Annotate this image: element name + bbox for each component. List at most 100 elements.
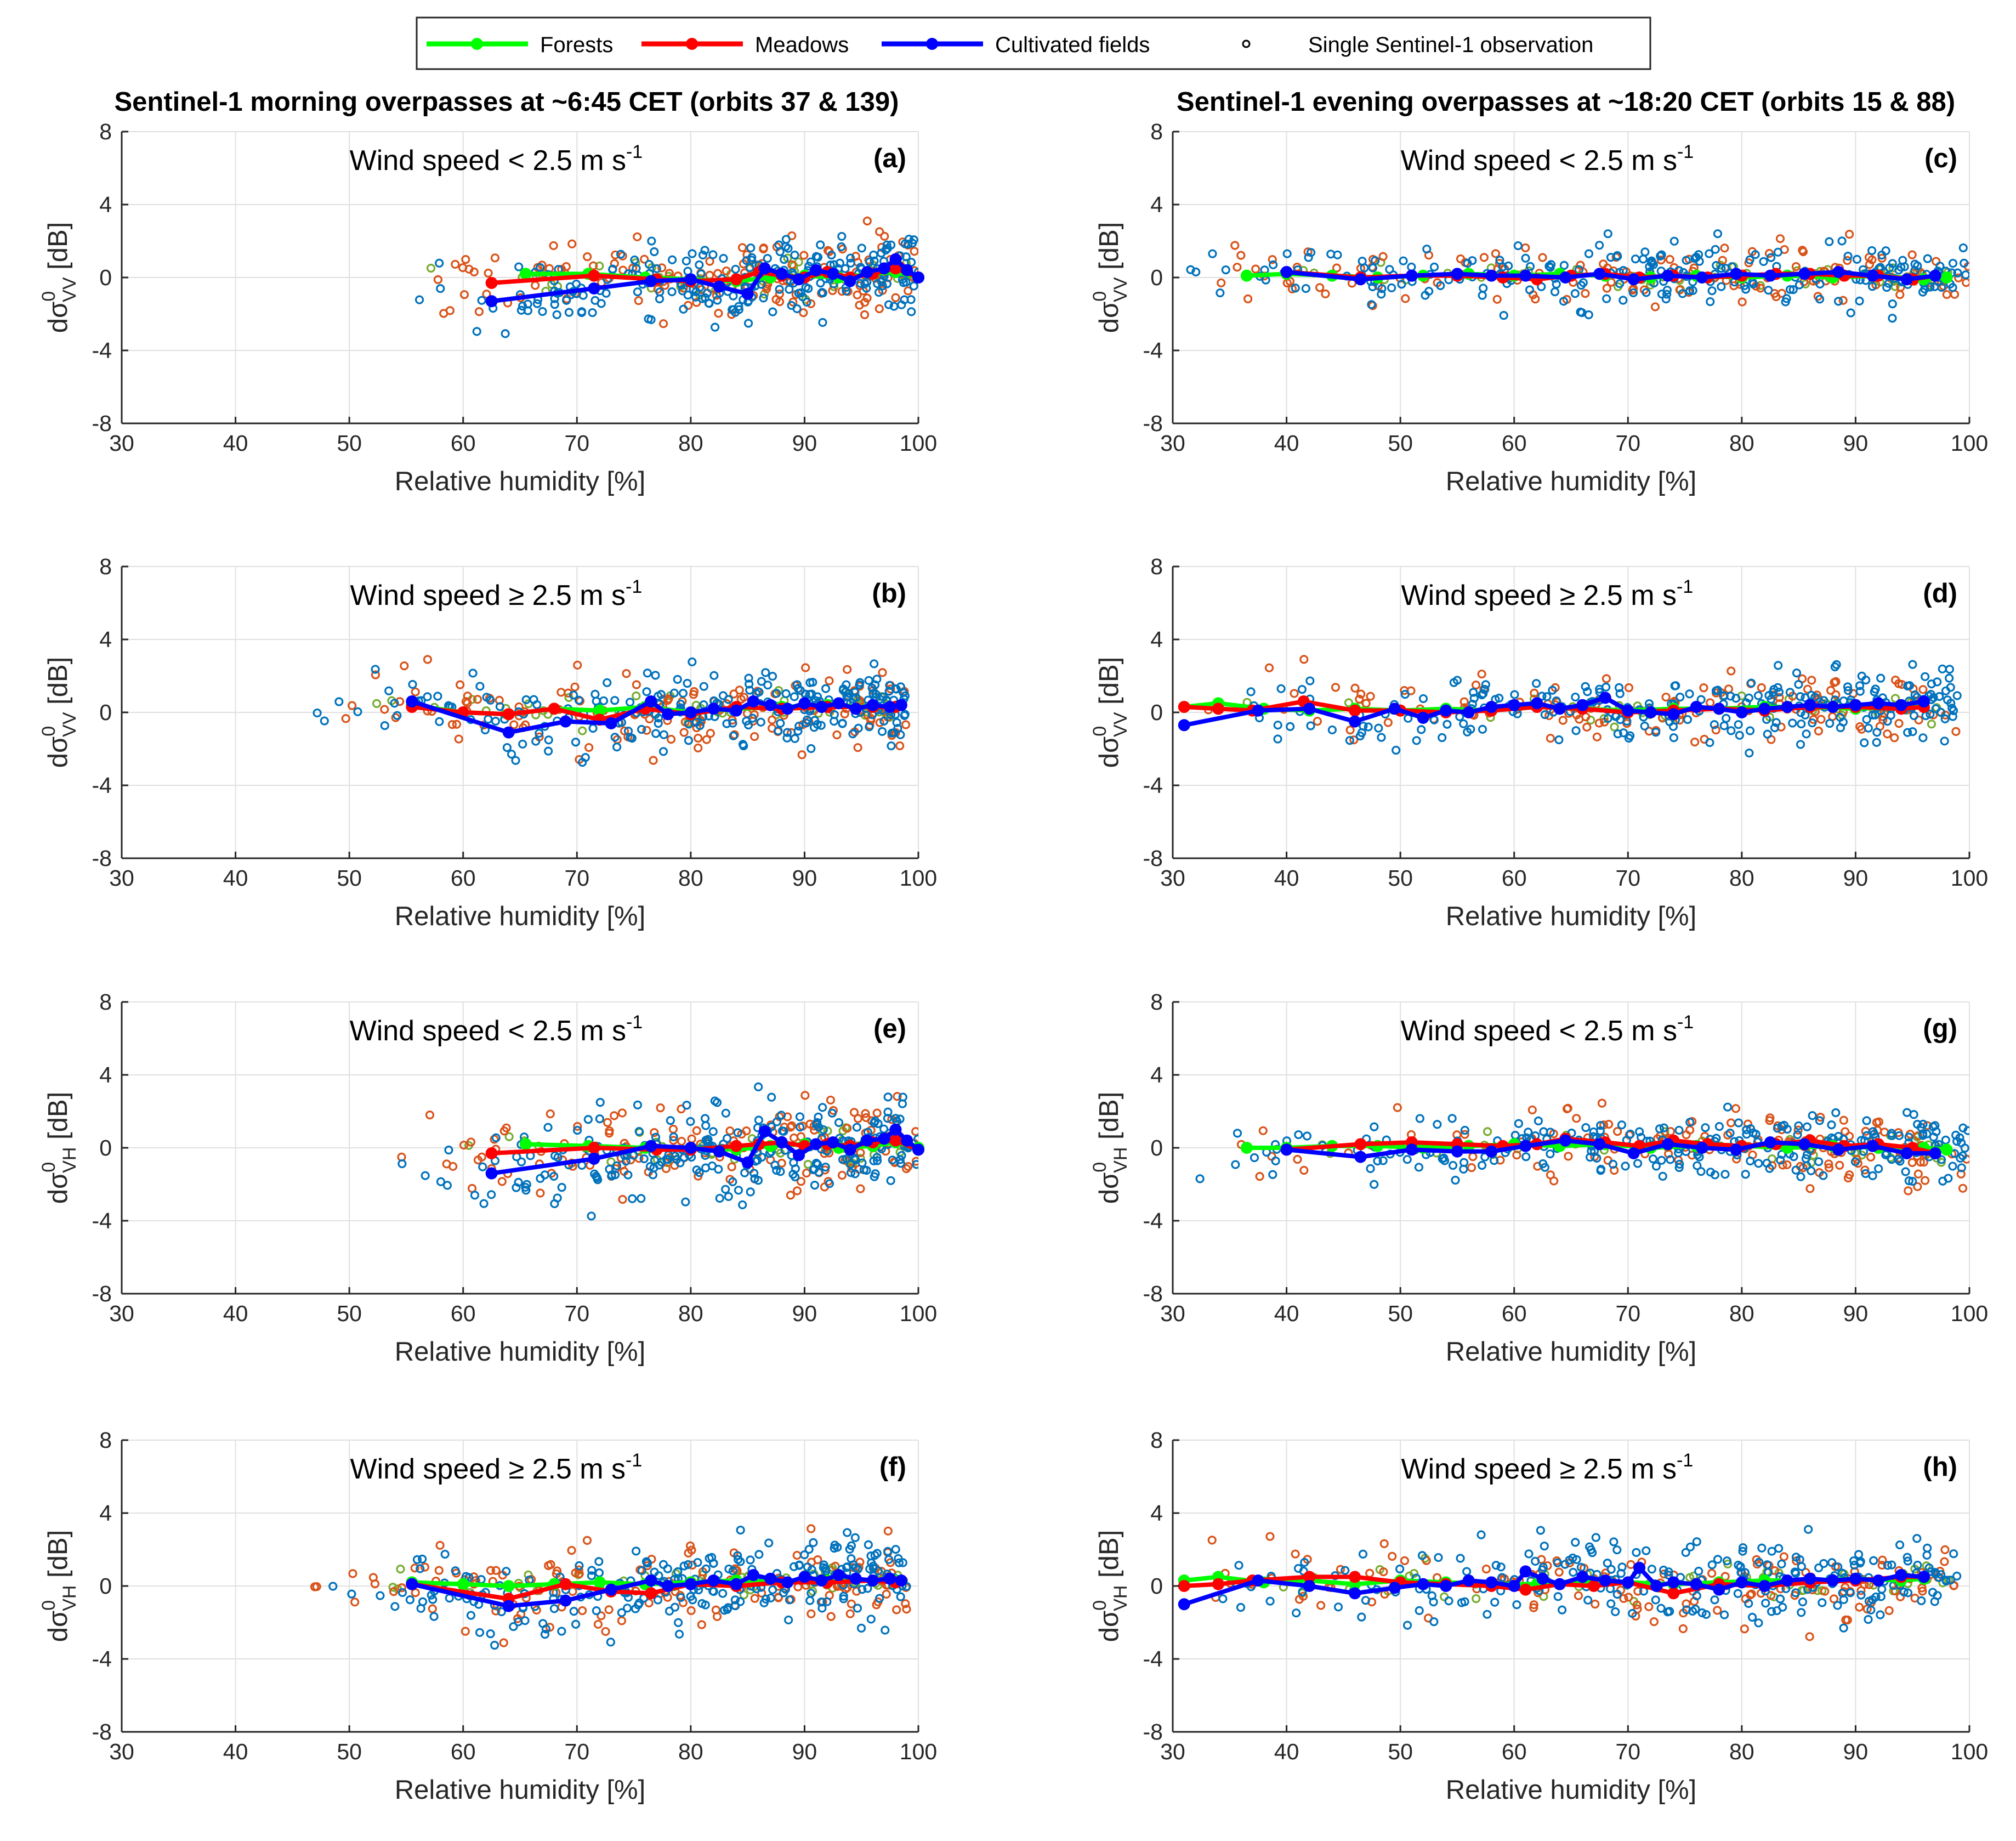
wind-speed-note-text: Wind speed < 2.5 m s xyxy=(350,1015,626,1047)
observation-marker xyxy=(701,1151,710,1160)
observation-marker xyxy=(838,1155,848,1164)
observation-marker xyxy=(1599,259,1608,269)
observation-marker xyxy=(825,676,834,686)
observation-marker xyxy=(887,741,896,751)
observation-marker xyxy=(1819,1171,1828,1180)
observation-marker xyxy=(1711,726,1720,735)
observation-marker xyxy=(912,1160,918,1169)
observation-marker xyxy=(632,680,641,689)
observation-marker xyxy=(509,720,519,729)
observation-marker xyxy=(447,720,457,729)
observation-marker xyxy=(1954,273,1963,282)
series-marker-cultivated-fields xyxy=(1553,1578,1566,1590)
observation-marker xyxy=(1699,683,1708,693)
y-tick-label: -4 xyxy=(1143,773,1163,798)
observation-marker xyxy=(1373,1156,1382,1166)
scatter-points xyxy=(310,1524,911,1650)
observation-marker xyxy=(1444,1596,1453,1606)
wind-speed-note: Wind speed ≥ 2.5 m s-1 xyxy=(350,1450,643,1485)
x-tick-label: 60 xyxy=(451,1301,476,1326)
observation-marker xyxy=(1412,736,1421,745)
observation-marker xyxy=(1246,687,1256,696)
series-marker-cultivated-fields xyxy=(889,253,902,265)
observation-marker xyxy=(1669,733,1678,743)
x-axis-label: Relative humidity [%] xyxy=(395,1775,646,1805)
observation-marker xyxy=(768,307,777,316)
observation-marker xyxy=(775,247,785,257)
observation-marker xyxy=(1912,1534,1922,1543)
series-marker-cultivated-fields xyxy=(793,273,805,286)
observation-marker xyxy=(482,693,491,702)
series-marker-cultivated-fields xyxy=(1929,269,1941,282)
observation-marker xyxy=(1929,1132,1938,1142)
y-axis-label-sup: 0 xyxy=(1089,291,1110,302)
observation-marker xyxy=(696,269,706,279)
observation-marker xyxy=(671,1569,681,1578)
series-marker-meadows xyxy=(502,708,515,721)
observation-marker xyxy=(731,264,740,274)
observation-marker xyxy=(649,756,658,765)
observation-marker xyxy=(1326,250,1336,259)
series-marker-cultivated-fields xyxy=(827,1136,839,1149)
observation-marker xyxy=(1286,722,1295,732)
observation-marker xyxy=(1492,294,1502,304)
x-tick-label: 70 xyxy=(1615,1301,1640,1326)
observation-marker xyxy=(745,679,754,689)
observation-marker xyxy=(875,1594,884,1603)
observation-marker xyxy=(1814,1563,1824,1573)
observation-marker xyxy=(1603,229,1612,239)
observation-marker xyxy=(655,287,665,297)
observation-marker xyxy=(577,308,587,318)
observation-marker xyxy=(1299,655,1309,664)
observation-marker xyxy=(686,1606,696,1616)
observation-marker xyxy=(816,279,825,288)
observation-marker xyxy=(1595,241,1604,250)
observation-marker xyxy=(768,672,777,681)
observation-marker xyxy=(1862,1605,1872,1614)
observation-marker xyxy=(1299,1165,1309,1175)
observation-marker xyxy=(877,727,887,737)
observation-marker xyxy=(880,231,889,241)
observation-marker xyxy=(348,1569,357,1578)
observation-marker xyxy=(459,1140,469,1150)
series-marker-cultivated-fields xyxy=(1758,1580,1771,1592)
observation-marker xyxy=(434,1566,444,1575)
y-tick-label: -4 xyxy=(1143,1208,1163,1233)
observation-marker xyxy=(701,1564,711,1573)
observation-marker xyxy=(601,1627,610,1636)
observation-marker xyxy=(689,690,698,699)
observation-marker xyxy=(1490,1156,1499,1165)
observation-marker xyxy=(791,1172,800,1182)
series-marker-cultivated-fields xyxy=(684,273,697,286)
observation-marker xyxy=(889,728,899,738)
observation-marker xyxy=(772,1165,781,1175)
observation-marker xyxy=(761,1594,771,1604)
series-marker-cultivated-fields xyxy=(832,697,845,710)
series-marker-cultivated-fields xyxy=(1559,271,1572,284)
x-tick-label: 100 xyxy=(900,865,937,891)
observation-marker xyxy=(1752,1560,1762,1569)
observation-marker xyxy=(1359,721,1368,731)
observation-marker xyxy=(1612,1126,1622,1136)
observation-marker xyxy=(1395,1564,1405,1574)
observation-marker xyxy=(1837,1568,1847,1578)
observation-marker xyxy=(436,1177,446,1186)
observation-marker xyxy=(384,686,394,695)
observation-marker xyxy=(821,684,831,693)
observation-marker xyxy=(649,1163,658,1172)
observation-marker xyxy=(1538,1562,1548,1572)
observation-marker xyxy=(1682,1130,1691,1140)
observation-marker xyxy=(1825,237,1834,246)
observation-marker xyxy=(1231,1160,1240,1169)
series-marker-cultivated-fields xyxy=(764,1572,777,1585)
observation-marker xyxy=(650,1128,659,1137)
observation-marker xyxy=(1870,687,1879,696)
series-marker-cultivated-fields xyxy=(485,1167,498,1180)
observation-marker xyxy=(1422,245,1432,254)
observation-marker xyxy=(1796,740,1805,749)
x-tick-label: 50 xyxy=(1388,865,1413,891)
observation-marker xyxy=(1960,258,1969,268)
observation-marker xyxy=(862,293,872,303)
observation-marker xyxy=(1596,1164,1606,1174)
observation-marker xyxy=(849,1560,858,1570)
